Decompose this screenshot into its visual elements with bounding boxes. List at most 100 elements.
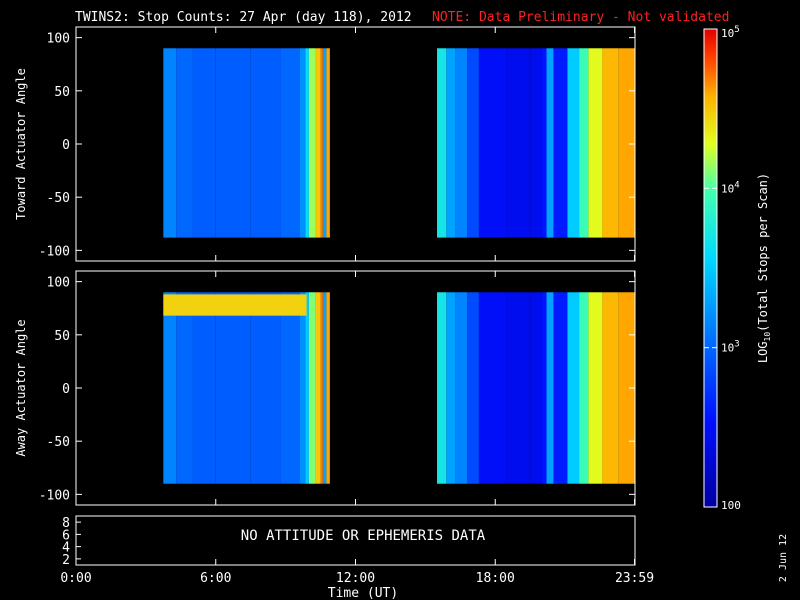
ytick-label: 100	[47, 276, 70, 291]
colorbar-tick-base: 10	[721, 342, 734, 355]
colorbar-tick-base: 10	[721, 182, 734, 195]
heatmap-column	[305, 48, 309, 238]
colorbar-tick-exponent: 4	[734, 180, 739, 190]
xtick-label: 18:00	[476, 571, 515, 586]
heatmap-column	[250, 292, 281, 484]
heatmap-column	[308, 292, 316, 484]
heatmap-column	[215, 48, 251, 238]
heatmap-column	[530, 292, 542, 484]
heatmap-column	[446, 292, 456, 484]
heatmap-column	[455, 48, 468, 238]
colorbar-label-sub: 10	[763, 332, 772, 342]
ytick-label: 0	[62, 138, 70, 153]
heatmap-column	[315, 48, 321, 238]
colorbar-tick-exponent: 5	[734, 25, 739, 35]
heatmap-column	[467, 48, 479, 238]
panel-away-ylabel: Away Actuator Angle	[14, 319, 28, 456]
time-axis: 0:00 6:00 12:00 18:00 23:59	[60, 571, 654, 586]
heatmap-column	[541, 292, 547, 484]
colorbar-label: LOG10(Total Stops per Scan)	[756, 173, 772, 363]
date-stamp: 2 Jun 12	[778, 534, 789, 582]
heatmap-column	[530, 48, 542, 238]
heatmap-column	[478, 292, 507, 484]
heatmap-column	[567, 48, 580, 238]
colorbar-frame	[703, 28, 718, 508]
heatmap-band	[163, 294, 307, 316]
ytick-label: -50	[47, 191, 70, 206]
heatmap-column	[250, 48, 281, 238]
heatmap-column	[163, 48, 177, 238]
heatmap-column	[541, 48, 547, 238]
panel-toward: 100 50 0 -50 -100 Toward Actuator Angle	[14, 26, 636, 262]
colorbar-label-suffix: (Total Stops per Scan)	[756, 173, 770, 332]
heatmap-column	[176, 48, 193, 238]
heatmap-column	[320, 48, 323, 238]
heatmap-column	[315, 292, 321, 484]
heatmap-column	[322, 48, 327, 238]
colorbar-tick-base: 10	[721, 27, 734, 40]
heatmap-column	[618, 48, 635, 238]
colorbar-tick-label: 100	[721, 499, 741, 512]
colorbar-gradient	[704, 29, 717, 507]
heatmap-column	[618, 292, 635, 484]
attitude-message: NO ATTITUDE OR EPHEMERIS DATA	[241, 528, 486, 544]
heatmap-column	[553, 48, 568, 238]
colorbar-tick-label: 103	[721, 340, 740, 355]
heatmap-column	[326, 292, 330, 484]
heatmap-column	[467, 292, 479, 484]
heatmap-column	[437, 48, 447, 238]
ytick-label: 6	[62, 528, 70, 543]
heatmap-column	[567, 292, 580, 484]
panel-toward-heatmap	[163, 48, 635, 238]
xtick-label: 6:00	[200, 571, 231, 586]
xtick-label: 0:00	[60, 571, 91, 586]
ytick-label: -100	[39, 488, 70, 503]
heatmap-column	[176, 292, 193, 484]
panel-away: 100 50 0 -50 -100 Away Actuator Angle	[14, 270, 636, 506]
heatmap-column	[322, 292, 327, 484]
panel-away-yaxis: 100 50 0 -50 -100	[39, 271, 636, 505]
heatmap-column	[579, 48, 589, 238]
ytick-label: 50	[54, 85, 70, 100]
heatmap-column	[305, 292, 309, 484]
colorbar-tick-base: 100	[721, 499, 741, 512]
heatmap-column	[299, 48, 306, 238]
heatmap-column	[308, 48, 316, 238]
heatmap-column	[326, 48, 330, 238]
colorbar-label-prefix: LOG	[756, 341, 770, 363]
heatmap-column	[280, 292, 300, 484]
panel-toward-ylabel: Toward Actuator Angle	[14, 68, 28, 220]
heatmap-column	[546, 292, 554, 484]
heatmap-column	[506, 48, 531, 238]
ytick-label: -100	[39, 244, 70, 259]
ytick-label: 8	[62, 516, 70, 531]
ytick-label: 0	[62, 382, 70, 397]
ytick-label: -50	[47, 435, 70, 450]
heatmap-column	[215, 292, 251, 484]
ytick-label: 100	[47, 32, 70, 47]
xaxis-label: Time (UT)	[328, 586, 398, 600]
heatmap-column	[280, 48, 300, 238]
colorbar-tick-label: 104	[721, 180, 740, 195]
heatmap-column	[163, 292, 177, 484]
chart-note: NOTE: Data Preliminary - Not validated	[432, 10, 729, 25]
heatmap-column	[602, 48, 619, 238]
heatmap-column	[320, 292, 323, 484]
colorbar-tick-exponent: 3	[734, 340, 739, 350]
ytick-label: 50	[54, 329, 70, 344]
panel-toward-yaxis: 100 50 0 -50 -100	[39, 27, 636, 261]
heatmap-column	[588, 292, 603, 484]
heatmap-column	[192, 292, 216, 484]
heatmap-column	[588, 48, 603, 238]
ytick-label: 4	[62, 541, 70, 556]
chart-title: TWINS2: Stop Counts: 27 Apr (day 118), 2…	[75, 10, 412, 25]
heatmap-column	[602, 292, 619, 484]
heatmap-column	[192, 48, 216, 238]
ytick-label: 2	[62, 553, 70, 568]
panel-away-heatmap	[163, 292, 635, 484]
